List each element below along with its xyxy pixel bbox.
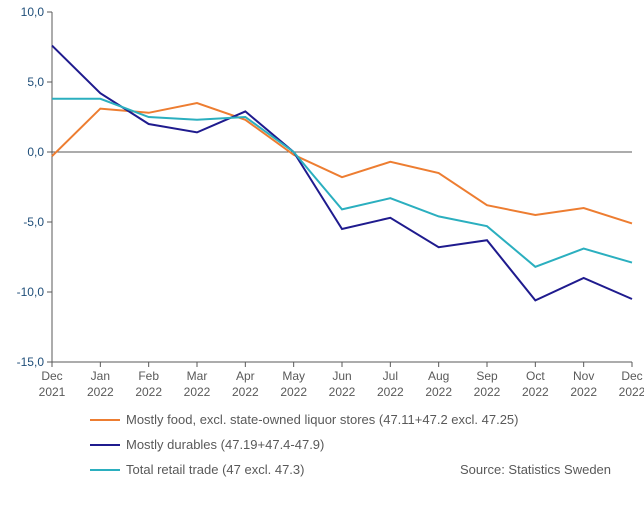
x-tick-year: 2022 [377,385,404,399]
x-tick-year: 2022 [425,385,452,399]
series-line-2 [52,99,632,267]
series-line-0 [52,103,632,223]
x-tick-month: May [282,369,305,383]
x-tick-month: Feb [138,369,159,383]
x-tick-year: 2022 [522,385,549,399]
x-tick-month: Mar [187,369,208,383]
x-tick-month: Sep [476,369,498,383]
y-tick-label: 0,0 [27,145,44,159]
legend-label-2: Total retail trade (47 excl. 47.3) [126,462,304,477]
y-tick-label: 10,0 [21,5,45,19]
x-tick-year: 2022 [474,385,501,399]
line-chart: -15,0 -10,0 -5,0 0,0 5,0 10,0 Dec 2021 Jan 2022 Fe… [0,0,644,505]
source-label: Source: Statistics Sweden [460,462,611,477]
x-tick-month: Dec [621,369,642,383]
x-tick-month: Aug [428,369,449,383]
x-tick-year: 2022 [619,385,644,399]
x-tick-month: Dec [41,369,62,383]
x-tick-month: Jan [91,369,110,383]
y-tick-label: 5,0 [27,75,44,89]
x-tick-year: 2022 [184,385,211,399]
y-tick-label: -5,0 [23,215,44,229]
x-tick-year: 2022 [329,385,356,399]
x-tick-month: Jun [332,369,351,383]
y-tick-label: -10,0 [17,285,45,299]
x-tick-month: Nov [573,369,594,383]
x-tick-year: 2022 [232,385,259,399]
x-tick-year: 2022 [87,385,114,399]
x-tick-year: 2022 [280,385,307,399]
legend-label-0: Mostly food, excl. state-owned liquor st… [126,412,519,427]
y-tick-label: -15,0 [17,355,45,369]
legend-label-1: Mostly durables (47.19+47.4-47.9) [126,437,324,452]
x-tick-year: 2022 [570,385,597,399]
x-tick-month: Oct [526,369,545,383]
x-tick-month: Jul [383,369,398,383]
x-tick-year: 2022 [135,385,162,399]
x-tick-year: 2021 [39,385,66,399]
x-tick-month: Apr [236,369,255,383]
chart-container: -15,0 -10,0 -5,0 0,0 5,0 10,0 Dec 2021 Jan 2022 Fe… [0,0,644,505]
